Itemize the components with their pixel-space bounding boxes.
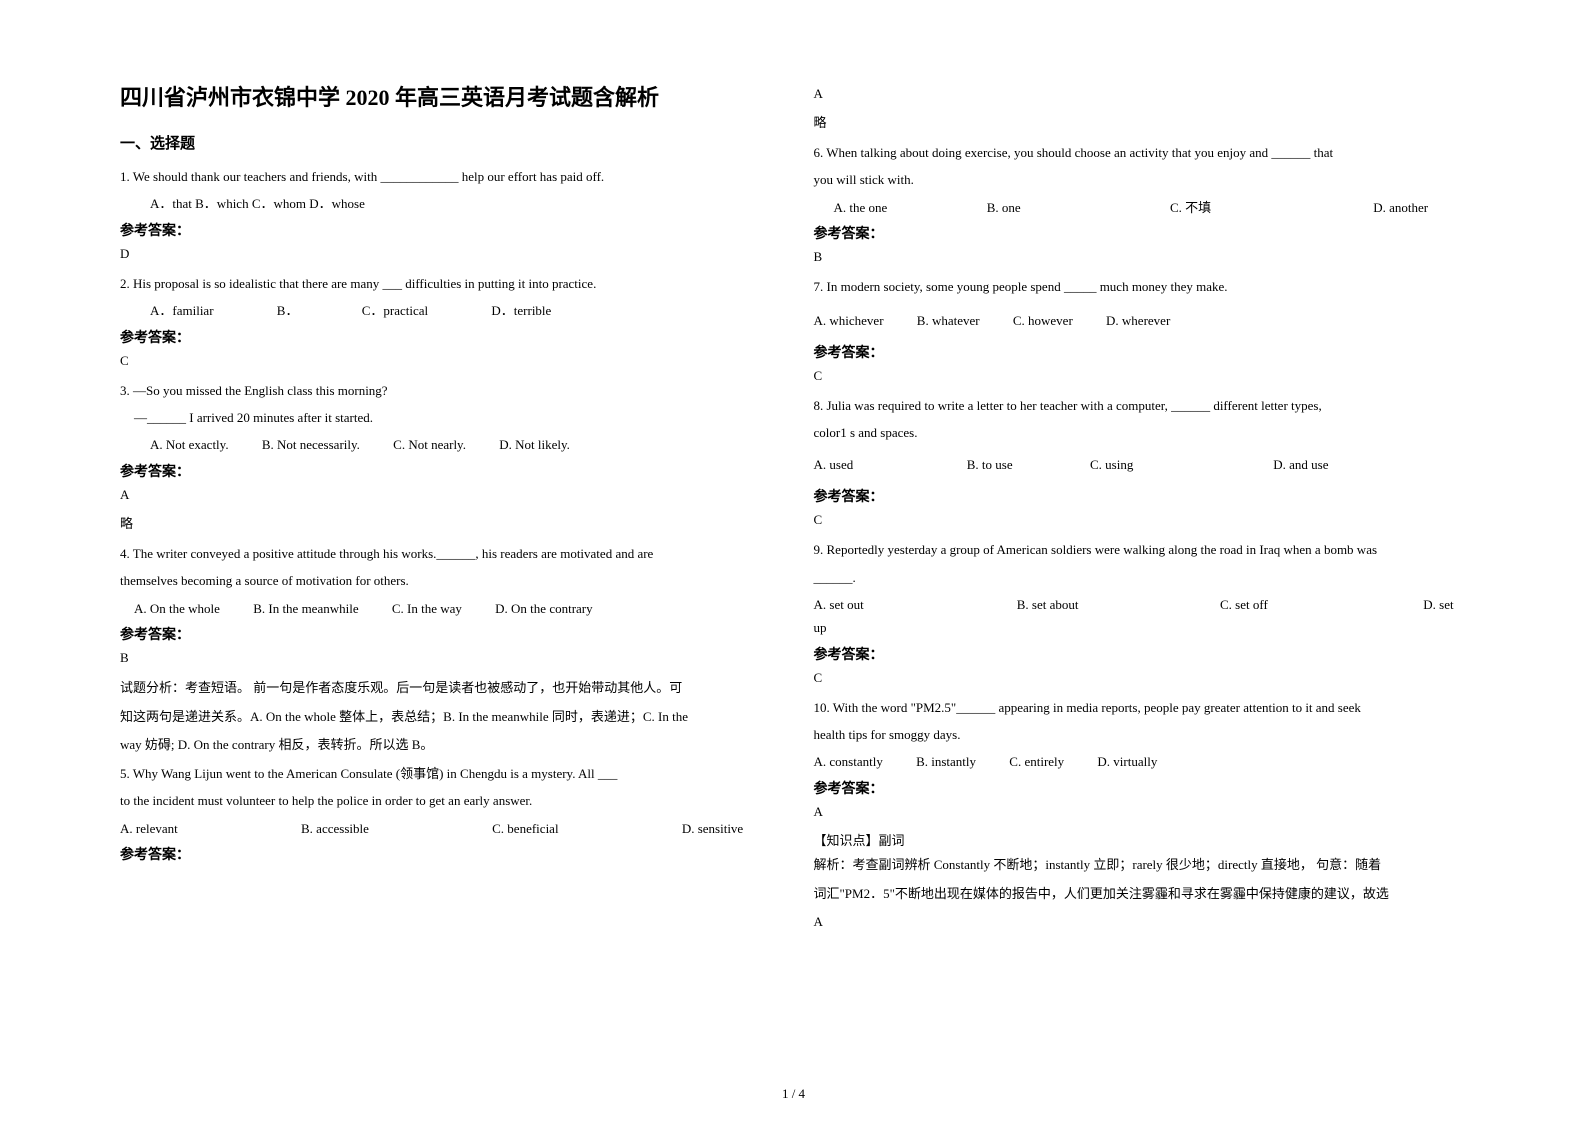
q2-opt-b: B． <box>277 299 299 322</box>
q6-text2: you will stick with. <box>814 168 1468 191</box>
q4-opt-b: B. In the meanwhile <box>253 597 358 620</box>
q3-opt-d: D. Not likely. <box>499 437 570 452</box>
q3-note: 略 <box>120 513 774 532</box>
q7-options: A. whichever B. whatever C. however D. w… <box>814 309 1468 332</box>
q4-explain1: 试题分析：考查短语。 前一句是作者态度乐观。后一句是读者也被感动了，也开始带动其… <box>120 676 774 701</box>
q10-text2: health tips for smoggy days. <box>814 723 1468 746</box>
q4-opt-d: D. On the contrary <box>495 601 592 616</box>
q10-opt-d: D. virtually <box>1097 754 1157 769</box>
q4-answer-label: 参考答案： <box>120 624 774 644</box>
q3-text2: —______ I arrived 20 minutes after it st… <box>120 406 774 429</box>
q5-options: A. relevant B. accessible C. beneficial … <box>120 817 774 840</box>
q9-text2: ______. <box>814 566 1468 589</box>
q8-text1: 8. Julia was required to write a letter … <box>814 394 1468 417</box>
q3-opt-a: A. Not exactly. <box>150 433 229 456</box>
q4-explain2: 知这两句是递进关系。A. On the whole 整体上，表总结；B. In … <box>120 705 774 730</box>
q8-options: A. used B. to use C. using D. and use <box>814 453 1468 476</box>
q5-answer-label: 参考答案： <box>120 844 774 864</box>
left-column: 四川省泸州市衣锦中学 2020 年高三英语月考试题含解析 一、选择题 1. We… <box>100 80 794 1082</box>
q1-answer: D <box>120 246 774 262</box>
q3-opt-c: C. Not nearly. <box>393 433 466 456</box>
q3-answer-label: 参考答案： <box>120 461 774 481</box>
q10-answer-label: 参考答案： <box>814 778 1468 798</box>
q4-explain3: way 妨碍; D. On the contrary 相反，表转折。所以选 B。 <box>120 733 774 758</box>
q1-options: A．that B．which C．whom D．whose <box>120 192 774 215</box>
q6-answer-label: 参考答案： <box>814 223 1468 243</box>
q2-opt-d: D．terrible <box>491 303 551 318</box>
q10-answer: A <box>814 804 1468 820</box>
q4-text1: 4. The writer conveyed a positive attitu… <box>120 542 774 565</box>
q3-text1: 3. —So you missed the English class this… <box>120 379 774 402</box>
q9-text1: 9. Reportedly yesterday a group of Ameri… <box>814 538 1468 561</box>
q9-opt-c: C. set off <box>1220 593 1420 616</box>
section-header: 一、选择题 <box>120 132 774 153</box>
q5-text2: to the incident must volunteer to help t… <box>120 789 774 812</box>
q2-opt-c: C．practical <box>362 299 428 322</box>
q4-opt-a: A. On the whole <box>134 597 220 620</box>
q8-opt-b: B. to use <box>967 453 1087 476</box>
q2-options: A．familiar B． C．practical D．terrible <box>120 299 774 322</box>
document-title: 四川省泸州市衣锦中学 2020 年高三英语月考试题含解析 <box>120 80 774 112</box>
q10-opt-a: A. constantly <box>814 750 883 773</box>
q10-explain1: 解析：考查副词辨析 Constantly 不断地；instantly 立即；ra… <box>814 853 1468 878</box>
q6-options: A. the one B. one C. 不填 D. another <box>814 196 1468 219</box>
q8-opt-a: A. used <box>814 453 964 476</box>
q8-opt-d: D. and use <box>1273 457 1328 472</box>
q2-opt-a: A．familiar <box>150 299 214 322</box>
q1-text: 1. We should thank our teachers and frie… <box>120 165 774 188</box>
right-column: A 略 6. When talking about doing exercise… <box>794 80 1488 1082</box>
q5-note: 略 <box>814 112 1468 131</box>
q8-opt-c: C. using <box>1090 453 1270 476</box>
q8-text2: color1 s and spaces. <box>814 421 1468 444</box>
q6-opt-a: A. the one <box>834 196 984 219</box>
q7-opt-b: B. whatever <box>917 309 980 332</box>
q3-answer: A <box>120 487 774 503</box>
q3-opt-b: B. Not necessarily. <box>262 433 360 456</box>
q2-text: 2. His proposal is so idealistic that th… <box>120 272 774 295</box>
q4-text2: themselves becoming a source of motivati… <box>120 569 774 592</box>
q10-explain3: A <box>814 910 1468 935</box>
q7-answer-label: 参考答案： <box>814 342 1468 362</box>
q9-options: A. set out B. set about C. set off D. se… <box>814 593 1468 640</box>
q5-opt-b: B. accessible <box>301 817 369 840</box>
q5-opt-d: D. sensitive <box>682 821 743 836</box>
q10-text1: 10. With the word "PM2.5"______ appearin… <box>814 696 1468 719</box>
q9-opt-b: B. set about <box>1017 593 1217 616</box>
q6-opt-d: D. another <box>1373 200 1428 215</box>
q10-options: A. constantly B. instantly C. entirely D… <box>814 750 1468 773</box>
q8-answer-label: 参考答案： <box>814 486 1468 506</box>
q2-answer-label: 参考答案： <box>120 327 774 347</box>
q9-opt-a: A. set out <box>814 593 1014 616</box>
q4-answer: B <box>120 650 774 666</box>
q7-opt-a: A. whichever <box>814 309 884 332</box>
q7-opt-c: C. however <box>1013 309 1073 332</box>
q3-options: A. Not exactly. B. Not necessarily. C. N… <box>120 433 774 456</box>
q6-text1: 6. When talking about doing exercise, yo… <box>814 141 1468 164</box>
q5-text1: 5. Why Wang Lijun went to the American C… <box>120 762 774 785</box>
q10-knowledge: 【知识点】副词 <box>814 830 1468 849</box>
q4-options: A. On the whole B. In the meanwhile C. I… <box>120 597 774 620</box>
q7-answer: C <box>814 368 1468 384</box>
q5-opt-a: A. relevant <box>120 817 178 840</box>
q10-explain2: 词汇"PM2．5"不断地出现在媒体的报告中，人们更加关注雾霾和寻求在雾霾中保持健… <box>814 882 1468 907</box>
q6-opt-b: B. one <box>987 196 1167 219</box>
page-number: 1 / 4 <box>782 1086 805 1102</box>
q8-answer: C <box>814 512 1468 528</box>
q9-answer-label: 参考答案： <box>814 644 1468 664</box>
q7-text: 7. In modern society, some young people … <box>814 275 1468 298</box>
q1-answer-label: 参考答案： <box>120 220 774 240</box>
q4-opt-c: C. In the way <box>392 597 462 620</box>
q2-answer: C <box>120 353 774 369</box>
q5-answer: A <box>814 86 1468 102</box>
q5-opt-c: C. beneficial <box>492 817 558 840</box>
q10-opt-b: B. instantly <box>916 750 976 773</box>
q6-answer: B <box>814 249 1468 265</box>
q6-opt-c: C. 不填 <box>1170 196 1370 219</box>
q10-opt-c: C. entirely <box>1009 750 1064 773</box>
q9-answer: C <box>814 670 1468 686</box>
q7-opt-d: D. wherever <box>1106 313 1170 328</box>
